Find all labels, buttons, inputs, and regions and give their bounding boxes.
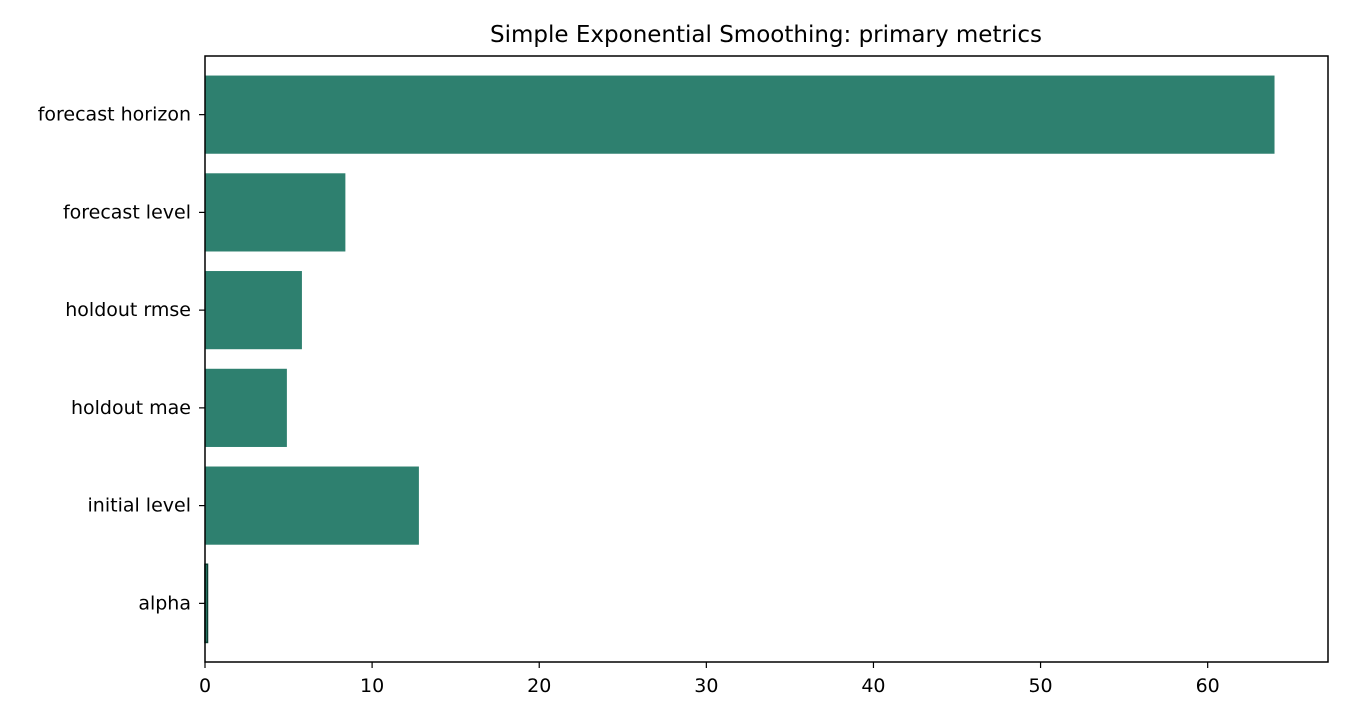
bar-forecast-horizon <box>205 75 1275 154</box>
y-tick-label: holdout rmse <box>65 299 191 321</box>
x-tick-label: 0 <box>199 675 211 697</box>
x-tick-label: 50 <box>1028 675 1052 697</box>
x-tick-label: 40 <box>861 675 885 697</box>
bar-forecast-level <box>205 173 346 252</box>
bar-holdout-mae <box>205 368 287 447</box>
y-tick-label: initial level <box>88 495 191 517</box>
y-tick-label: holdout mae <box>71 397 191 419</box>
y-tick-label: forecast level <box>63 201 191 223</box>
bar-initial-level <box>205 466 419 545</box>
y-axis-ticks: forecast horizon forecast level holdout rm… <box>38 104 205 614</box>
bar-holdout-rmse <box>205 271 302 350</box>
axes-layer <box>204 55 1329 663</box>
chart-title: Simple Exponential Smoothing: primary me… <box>490 22 1042 48</box>
y-tick-label: alpha <box>138 592 191 614</box>
y-tick-label: forecast horizon <box>38 104 191 126</box>
x-tick-label: 30 <box>694 675 718 697</box>
x-tick-label: 60 <box>1196 675 1220 697</box>
plot-frame <box>204 55 1329 663</box>
bars-layer <box>204 75 1275 644</box>
x-tick-label: 10 <box>360 675 384 697</box>
x-axis-ticks: 0 10 20 30 40 50 60 <box>199 662 1220 697</box>
x-tick-label: 20 <box>527 675 551 697</box>
